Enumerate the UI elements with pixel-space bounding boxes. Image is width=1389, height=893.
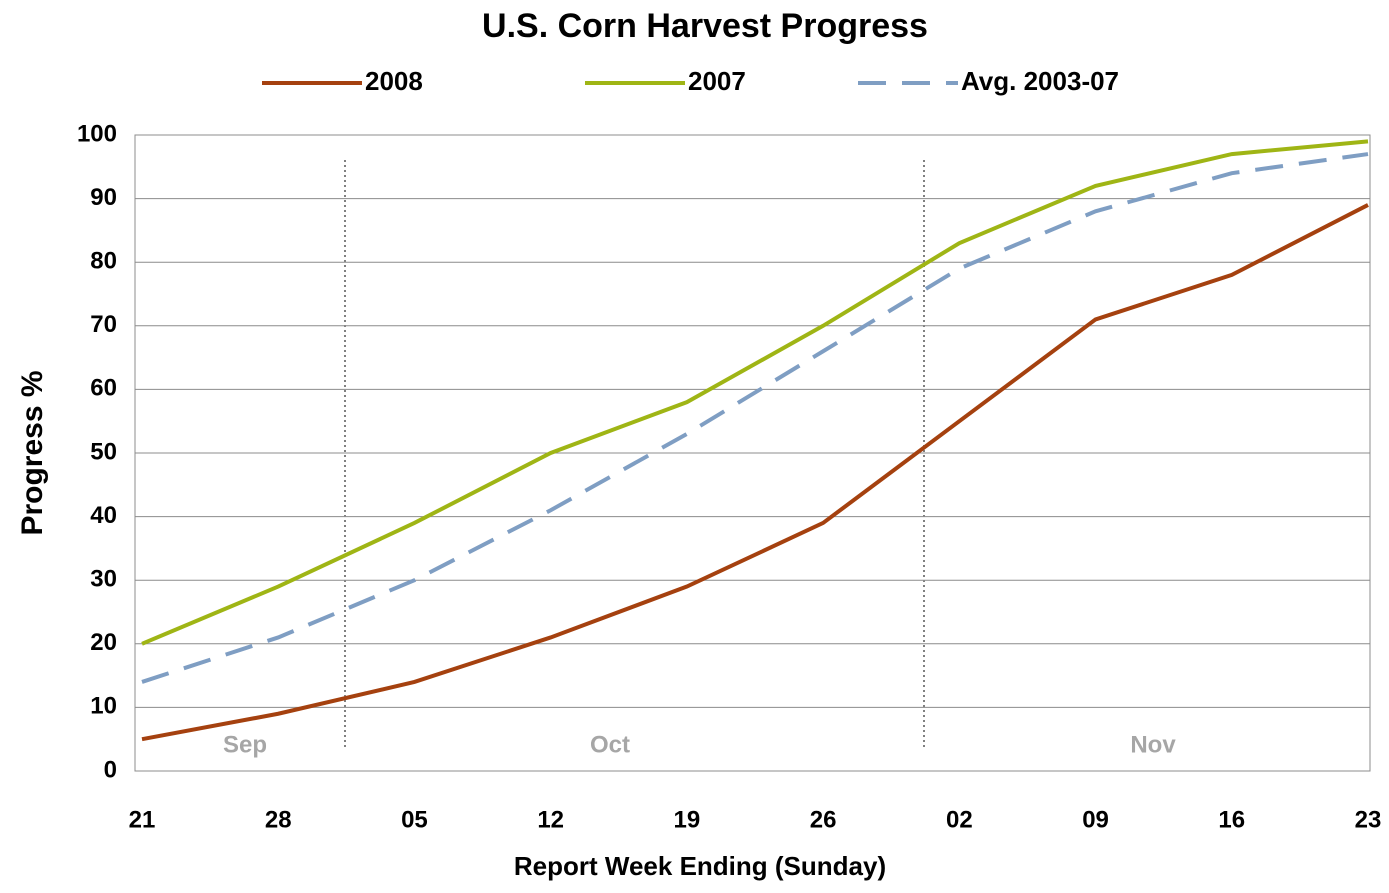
- x-tick-label: 21: [129, 806, 156, 833]
- y-tick-label: 50: [90, 438, 117, 465]
- x-tick-label: 02: [946, 806, 973, 833]
- y-tick-label: 90: [90, 184, 117, 211]
- series-line: [141, 139, 1369, 646]
- y-tick-label: 100: [77, 120, 117, 147]
- x-axis-label: Report Week Ending (Sunday): [514, 851, 886, 881]
- y-tick-label: 40: [90, 502, 117, 529]
- x-tick-label: 19: [674, 806, 701, 833]
- y-tick-label: 20: [90, 629, 117, 656]
- x-tick-label: 09: [1082, 806, 1109, 833]
- legend-label: Avg. 2003-07: [961, 66, 1119, 96]
- y-tick-label: 60: [90, 375, 117, 402]
- x-tick-label: 28: [265, 806, 292, 833]
- y-tick-label: 70: [90, 311, 117, 338]
- series-line: [141, 152, 1369, 684]
- y-tick-label: 0: [104, 756, 117, 783]
- month-label: Oct: [590, 731, 630, 758]
- x-tick-label: 16: [1218, 806, 1245, 833]
- x-tick-label: 23: [1355, 806, 1382, 833]
- y-tick-label: 80: [90, 248, 117, 275]
- y-axis-label: Progress %: [16, 370, 49, 535]
- legend-label: 2008: [365, 66, 423, 96]
- month-label: Sep: [223, 731, 267, 758]
- x-tick-label: 05: [401, 806, 428, 833]
- x-tick-label: 26: [810, 806, 837, 833]
- month-label: Nov: [1130, 731, 1176, 758]
- series-line: [141, 203, 1369, 742]
- chart-title: U.S. Corn Harvest Progress: [482, 7, 928, 45]
- y-tick-label: 10: [90, 693, 117, 720]
- plot-frame: [134, 134, 1371, 772]
- legend-label: 2007: [688, 66, 746, 96]
- y-tick-label: 30: [90, 566, 117, 593]
- x-tick-label: 12: [537, 806, 564, 833]
